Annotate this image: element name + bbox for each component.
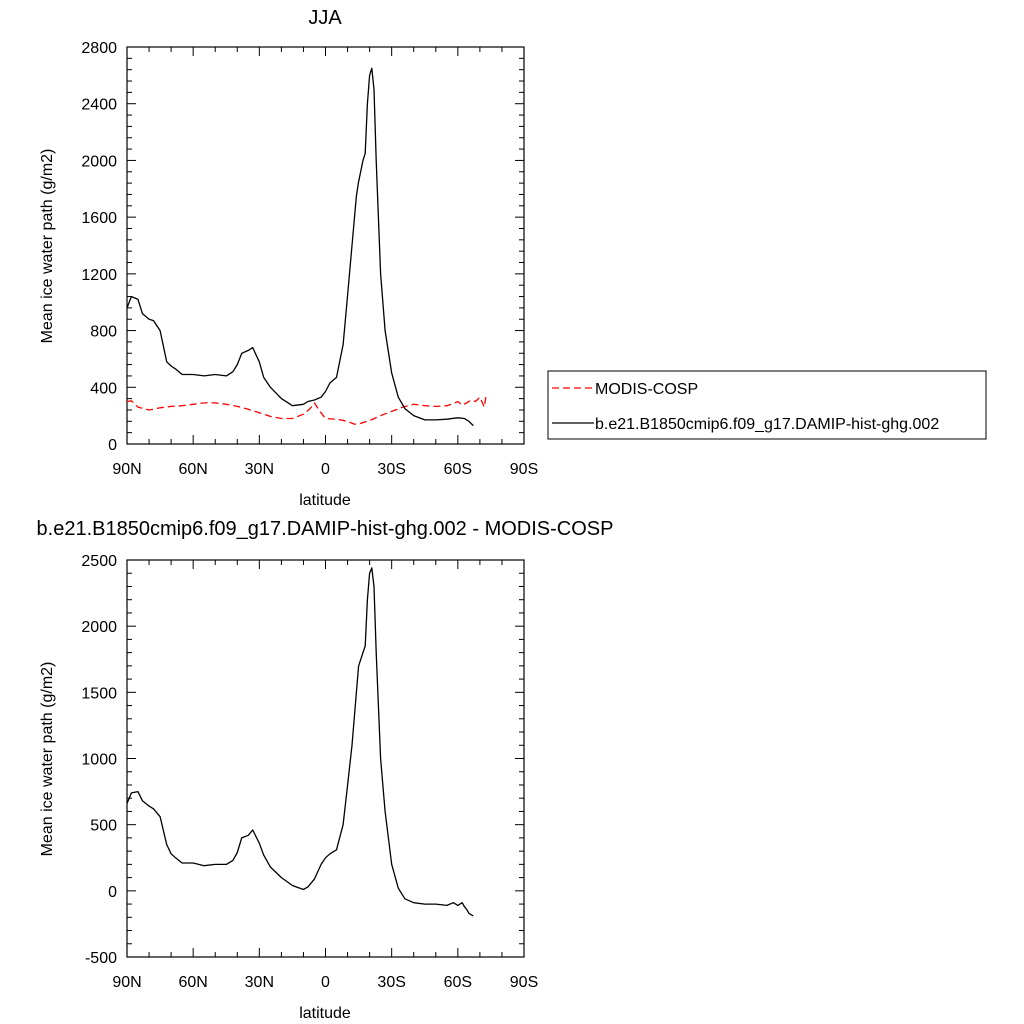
bottom-chart-title: b.e21.B1850cmip6.f09_g17.DAMIP-hist-ghg.…: [37, 518, 614, 540]
top-x-tick-label: 60N: [178, 461, 207, 478]
bottom-x-tick-label: 60S: [444, 974, 472, 991]
bottom-x-tick-label: 60N: [178, 974, 207, 991]
top-x-tick-label: 30S: [377, 461, 405, 478]
top-plot-frame: [126, 46, 525, 445]
bottom-y-tick-label: 1500: [81, 685, 117, 702]
bottom-y-tick-label: 2000: [81, 619, 117, 636]
bottom-x-tick-label: 90N: [112, 974, 141, 991]
top-x-tick-label: 30N: [245, 461, 274, 478]
bottom-x-tick-label: 30N: [245, 974, 274, 991]
bottom-y-tick-label: 1000: [81, 752, 117, 769]
top-y-axis-label: Mean ice water path (g/m2): [39, 149, 56, 344]
bottom-x-axis-label: latitude: [299, 1005, 351, 1022]
bottom-y-tick-label: 0: [108, 884, 117, 901]
top-x-tick-label: 90N: [112, 461, 141, 478]
top-panel: JJA latitude Mean ice water path (g/m2) …: [39, 7, 987, 509]
bottom-y-tick-label: 500: [90, 818, 117, 835]
top-y-tick-label: 1600: [81, 210, 117, 227]
legend-box: [547, 370, 987, 440]
top-y-tick-label: 0: [108, 437, 117, 454]
bottom-x-tick-label: 0: [321, 974, 330, 991]
top-x-tick-label: 90S: [510, 461, 538, 478]
top-y-tick-label: 800: [90, 324, 117, 341]
top-x-axis-label: latitude: [299, 492, 351, 509]
top-chart-title: JJA: [308, 7, 342, 29]
top-series-modis-cosp-line: [126, 392, 488, 425]
top-y-tick-label: 1200: [81, 267, 117, 284]
bottom-panel: b.e21.B1850cmip6.f09_g17.DAMIP-hist-ghg.…: [37, 518, 614, 1022]
top-y-tick-label: 2400: [81, 97, 117, 114]
bottom-y-tick-label: -500: [85, 950, 117, 967]
legend-label-model: b.e21.B1850cmip6.f09_g17.DAMIP-hist-ghg.…: [595, 416, 939, 433]
bottom-series-difference-line: [126, 567, 474, 917]
bottom-y-axis-label: Mean ice water path (g/m2): [39, 662, 56, 857]
top-y-tick-label: 2800: [81, 40, 117, 57]
top-x-tick-label: 60S: [444, 461, 472, 478]
legend-label-modis: MODIS-COSP: [595, 381, 698, 398]
top-axis-ticks: 90N 60N 30N 0 30S 60S 90S 0 400 800 1200 1600 2000 24…: [81, 40, 538, 478]
bottom-x-tick-label: 30S: [377, 974, 405, 991]
bottom-plot-frame: [126, 559, 525, 958]
bottom-axis-ticks: 90N 60N 30N 0 30S 60S 90S -500 0 500 1000 1500 2000 2…: [81, 553, 538, 991]
top-x-tick-label: 0: [321, 461, 330, 478]
bottom-x-tick-label: 90S: [510, 974, 538, 991]
bottom-y-tick-label: 2500: [81, 553, 117, 570]
top-legend: MODIS-COSP b.e21.B1850cmip6.f09_g17.DAMI…: [547, 370, 987, 440]
top-y-tick-label: 400: [90, 380, 117, 397]
top-series-model-line: [126, 67, 474, 427]
top-series-lines: [126, 67, 488, 427]
top-y-tick-label: 2000: [81, 153, 117, 170]
bottom-series-lines: [126, 567, 474, 917]
